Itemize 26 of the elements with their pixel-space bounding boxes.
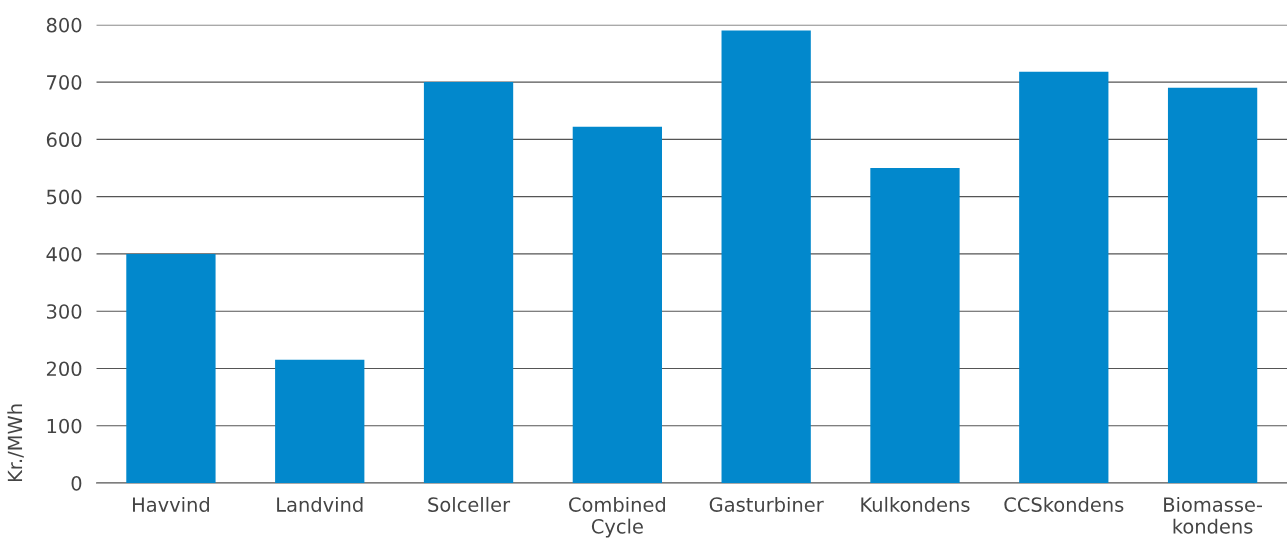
y-tick-label: 800 [46, 17, 82, 33]
x-tick-label: CCSkondens [1004, 496, 1124, 512]
x-tick-label: Combined Cycle [569, 496, 665, 538]
bar [423, 82, 514, 483]
y-tick-label: 300 [47, 304, 82, 319]
y-tick-label: 0 [71, 475, 82, 491]
bar [721, 30, 811, 483]
bar [1167, 87, 1258, 483]
x-tick-label: Solceller [428, 496, 511, 512]
y-tick-label: 700 [47, 75, 82, 90]
x-tick-label: Landvind [277, 496, 363, 512]
y-tick-label: 200 [46, 361, 82, 377]
y-axis-title: Kr./MWh [7, 404, 24, 482]
x-tick-label: Biomasse- kondens [1164, 496, 1263, 534]
y-tick-label: 400 [46, 246, 82, 262]
bar [1019, 71, 1109, 483]
x-tick-label: Havvind [133, 496, 209, 512]
bar [870, 168, 960, 483]
bar [126, 253, 216, 483]
y-tick-label: 600 [46, 132, 82, 148]
x-tick-label: Gasturbiner [709, 496, 824, 512]
x-tick-label: Kulkondens [861, 496, 970, 512]
y-tick-label: 500 [47, 189, 82, 205]
bar [275, 359, 365, 483]
bar [572, 126, 662, 483]
y-tick-label: 100 [47, 418, 82, 434]
